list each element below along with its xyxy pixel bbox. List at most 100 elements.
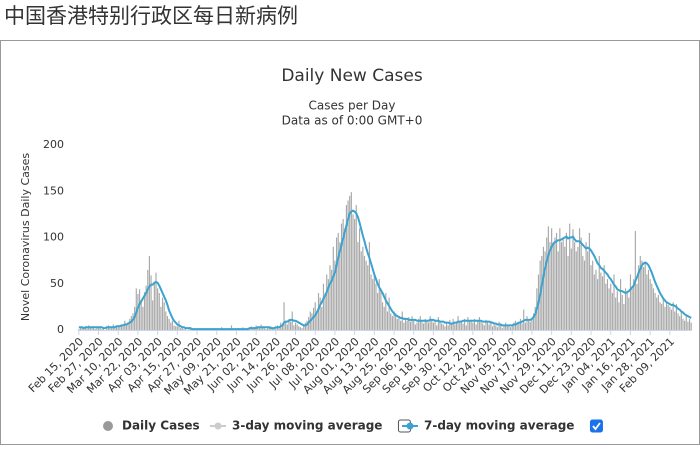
bar	[79, 328, 82, 330]
bar	[386, 311, 389, 330]
legend-checkbox[interactable]	[589, 419, 603, 433]
bar	[434, 320, 436, 330]
bar	[285, 320, 287, 330]
bar	[445, 322, 448, 330]
bar	[516, 324, 518, 330]
bar	[322, 283, 325, 330]
bar	[326, 274, 328, 330]
bar	[120, 324, 123, 330]
bar	[606, 279, 609, 330]
bar	[294, 322, 297, 330]
bar	[416, 322, 418, 330]
bar	[485, 319, 487, 330]
page-title: 中国香港特别行政区每日新病例	[4, 4, 298, 28]
bar	[506, 326, 508, 330]
bar	[398, 316, 400, 330]
bar	[111, 328, 113, 330]
y-tick-label: 50	[50, 277, 64, 290]
bar	[418, 318, 420, 330]
bar	[665, 302, 668, 330]
bar	[427, 322, 430, 330]
bar	[377, 293, 379, 330]
bar	[542, 246, 544, 330]
bar	[513, 322, 515, 330]
bar	[588, 232, 590, 330]
bar	[508, 324, 510, 330]
bar	[319, 297, 321, 330]
bar	[646, 274, 648, 330]
bar	[661, 304, 663, 330]
moving-average-line	[78, 209, 692, 331]
bar	[161, 297, 164, 330]
bar	[127, 322, 129, 330]
bar	[429, 316, 431, 330]
bar	[385, 293, 387, 330]
bar	[546, 237, 548, 330]
bar	[652, 288, 654, 330]
y-axis-label: Novel Coronavirus Daily Cases	[19, 153, 32, 321]
bar	[682, 318, 684, 330]
bar	[493, 323, 495, 330]
bar	[580, 237, 582, 330]
bar	[419, 316, 421, 330]
legend-label[interactable]: 3-day moving average	[232, 419, 382, 433]
bar	[644, 263, 646, 330]
bar	[547, 226, 549, 330]
bar	[487, 322, 489, 330]
bar	[188, 329, 190, 330]
bar	[362, 246, 364, 330]
bar	[142, 306, 144, 330]
bar	[657, 294, 659, 330]
bar	[687, 321, 689, 330]
bar	[106, 328, 108, 330]
bar	[585, 242, 587, 330]
bar	[518, 321, 520, 330]
bar	[503, 325, 505, 330]
bar	[109, 327, 111, 330]
bar	[455, 321, 457, 330]
legend-marker	[406, 422, 414, 430]
bar	[631, 288, 633, 330]
bar	[96, 327, 98, 330]
bar	[572, 229, 574, 330]
bar	[534, 306, 536, 330]
legend-label[interactable]: Daily Cases	[122, 419, 200, 433]
bar	[647, 269, 650, 330]
bar	[608, 288, 610, 330]
chart-subtitle: Cases per Day	[309, 99, 396, 113]
bar	[406, 320, 408, 330]
bar	[339, 242, 341, 330]
bar	[138, 289, 141, 330]
bar	[496, 327, 499, 330]
bar	[615, 297, 617, 330]
bar	[342, 219, 344, 330]
bar	[129, 318, 131, 330]
bar	[618, 302, 620, 330]
bar	[436, 325, 438, 330]
bar	[78, 329, 80, 330]
bar	[390, 313, 392, 330]
bar	[278, 328, 280, 330]
bar	[183, 329, 185, 330]
bar	[533, 313, 535, 330]
bar	[81, 327, 83, 330]
bar	[626, 293, 628, 330]
bar	[160, 306, 162, 330]
bar	[574, 242, 576, 330]
bar	[349, 195, 351, 330]
bar	[578, 228, 581, 330]
bar	[378, 279, 380, 330]
bar	[611, 293, 613, 330]
legend-label[interactable]: 7-day moving average	[424, 419, 574, 433]
bar	[477, 320, 479, 330]
bar	[651, 283, 653, 330]
bar	[388, 297, 390, 330]
bar	[616, 291, 618, 330]
bar	[449, 319, 451, 330]
bar	[685, 316, 687, 330]
bar	[475, 324, 477, 330]
bar	[373, 274, 375, 330]
bar	[501, 328, 503, 330]
bar	[488, 324, 490, 330]
